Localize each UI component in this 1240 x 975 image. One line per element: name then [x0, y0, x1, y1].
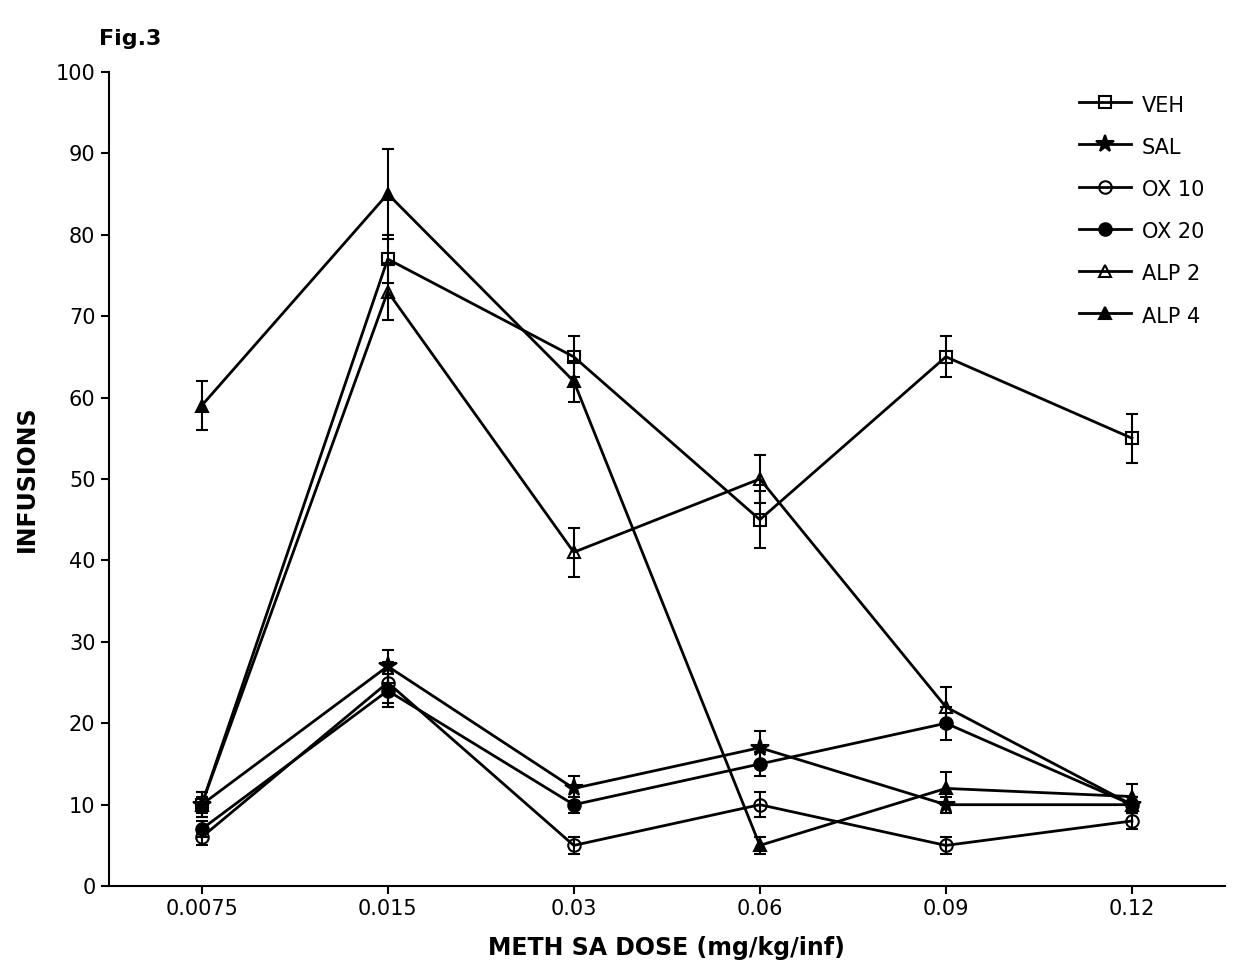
Y-axis label: INFUSIONS: INFUSIONS — [15, 406, 38, 552]
X-axis label: METH SA DOSE (mg/kg/inf): METH SA DOSE (mg/kg/inf) — [489, 936, 846, 960]
Legend: VEH, SAL, OX 10, OX 20, ALP 2, ALP 4: VEH, SAL, OX 10, OX 20, ALP 2, ALP 4 — [1069, 82, 1215, 339]
Text: Fig.3: Fig.3 — [99, 29, 161, 50]
